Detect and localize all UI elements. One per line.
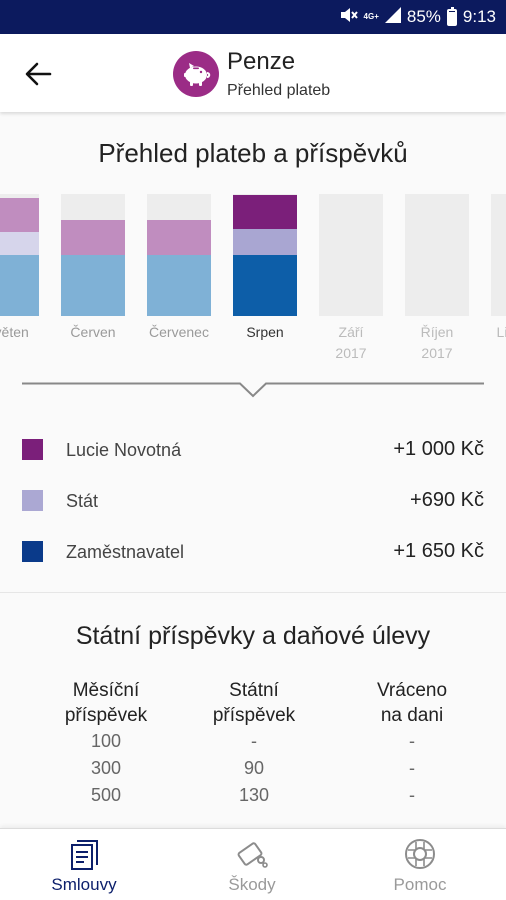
- month-label: Září 2017: [299, 322, 403, 364]
- main-content: Přehled plateb a příspěvků Květen Červen Č…: [0, 112, 506, 828]
- tax-cell: 90: [243, 758, 265, 778]
- tax-column-state: Státní příspěvek - 90 130: [174, 678, 334, 809]
- chart-bar[interactable]: [0, 194, 39, 316]
- bottom-nav: Smlouvy Škody Pomoc: [0, 828, 506, 900]
- bar-segment-employee: [147, 220, 211, 255]
- tax-cell: -: [251, 731, 257, 751]
- month-label: Říjen 2017: [385, 322, 489, 364]
- month-label: Červenec: [127, 322, 231, 343]
- signal-icon: [384, 6, 401, 28]
- tax-column-refund: Vráceno na dani - - -: [332, 678, 492, 809]
- chart-bar[interactable]: [491, 194, 506, 316]
- legend-name: Zaměstnavatel: [66, 542, 185, 562]
- bar-segment-state: [233, 229, 297, 255]
- payments-chart[interactable]: Květen Červen Červenec Srpen Září 2017 Říjen 20…: [0, 194, 506, 374]
- legend-row-state: Stát +690 Kč: [0, 485, 506, 515]
- tax-header: na dani: [380, 705, 444, 726]
- selection-divider: [22, 382, 484, 398]
- month-year: 2017: [421, 345, 453, 361]
- bar-segment-employer: [0, 255, 39, 316]
- legend-value: +1 650 Kč: [393, 540, 484, 562]
- status-icons: 4G+ 85% 9:13: [340, 0, 496, 34]
- nav-item-damage[interactable]: Škody: [168, 829, 336, 900]
- chart-bar[interactable]: [405, 194, 469, 316]
- header-avatar: [173, 51, 219, 97]
- chart-bar[interactable]: [319, 194, 383, 316]
- tax-cell: -: [409, 731, 415, 751]
- clock: 9:13: [462, 7, 496, 26]
- nav-item-contracts[interactable]: Smlouvy: [0, 829, 168, 900]
- tax-column-monthly: Měsíční příspěvek 100 300 500: [26, 678, 186, 809]
- bar-segment-employee: [233, 195, 297, 229]
- bar-segment-employer: [61, 255, 125, 316]
- month-name: Srpen: [246, 324, 284, 340]
- tax-cell: 500: [90, 785, 122, 805]
- tax-header: Měsíční: [72, 680, 140, 701]
- battery-icon: [446, 6, 457, 26]
- nav-label: Škody: [228, 875, 276, 894]
- month-name: Září: [338, 324, 364, 340]
- arrow-left-icon: [25, 62, 52, 86]
- tax-header: Státní: [229, 680, 279, 701]
- tax-cell: -: [409, 758, 415, 778]
- month-name: Listopad: [496, 324, 506, 340]
- month-name: Říjen: [420, 324, 454, 340]
- tax-section-title: Státní příspěvky a daňové úlevy: [75, 622, 431, 650]
- month-name: Červen: [70, 324, 116, 340]
- tax-cell: 100: [90, 731, 122, 751]
- month-name: Květen: [0, 324, 29, 340]
- network-type: 4G+: [363, 12, 379, 21]
- legend-row-employee: Lucie Novotná +1 000 Kč: [0, 434, 506, 464]
- app-header: Penze Přehled plateb: [0, 34, 506, 112]
- month-year: 2017: [335, 345, 367, 361]
- legend-value: +690 Kč: [410, 489, 484, 511]
- bar-segment-state: [0, 232, 39, 255]
- damage-icon: [237, 842, 268, 868]
- month-label: Srpen: [213, 322, 317, 343]
- legend-value: +1 000 Kč: [393, 438, 484, 460]
- status-bar: 4G+ 85% 9:13: [0, 0, 506, 34]
- legend-row-employer: Zaměstnavatel +1 650 Kč: [0, 536, 506, 566]
- tax-cell: 300: [90, 758, 122, 778]
- legend-name: Lucie Novotná: [66, 440, 182, 460]
- bar-segment-employer: [233, 255, 297, 316]
- lifebuoy-icon: [405, 839, 435, 869]
- tax-header: Vráceno: [376, 680, 448, 701]
- contracts-icon: [71, 840, 98, 870]
- piggy-bank-icon: [184, 63, 211, 86]
- legend-swatch-employee: [22, 439, 43, 460]
- battery-percent: 85%: [406, 7, 441, 26]
- section-divider: [0, 592, 506, 593]
- tax-cell: -: [409, 785, 415, 805]
- bar-segment-employee: [61, 220, 125, 255]
- page-title: Penze: [227, 48, 296, 75]
- legend-swatch-employer: [22, 541, 43, 562]
- month-label: Červen: [41, 322, 145, 343]
- chart-bar[interactable]: [233, 194, 297, 316]
- tax-header: příspěvek: [212, 705, 296, 726]
- legend-name: Stát: [66, 491, 99, 511]
- chart-bar[interactable]: [61, 194, 125, 316]
- nav-label: Smlouvy: [51, 875, 117, 894]
- month-name: Červenec: [149, 324, 209, 340]
- mute-icon: [340, 7, 358, 28]
- nav-label: Pomoc: [393, 875, 447, 894]
- month-label: Listopad: [471, 322, 506, 343]
- month-label: Květen: [0, 322, 59, 343]
- bar-segment-employee: [0, 198, 39, 232]
- tax-cell: 130: [238, 785, 270, 805]
- nav-item-help[interactable]: Pomoc: [336, 829, 504, 900]
- page-subtitle: Přehled plateb: [227, 82, 331, 99]
- legend-swatch-state: [22, 490, 43, 511]
- chart-bar[interactable]: [147, 194, 211, 316]
- tax-header: příspěvek: [64, 705, 148, 726]
- back-button[interactable]: [22, 58, 54, 90]
- overview-title: Přehled plateb a příspěvků: [98, 138, 408, 168]
- bar-segment-employer: [147, 255, 211, 316]
